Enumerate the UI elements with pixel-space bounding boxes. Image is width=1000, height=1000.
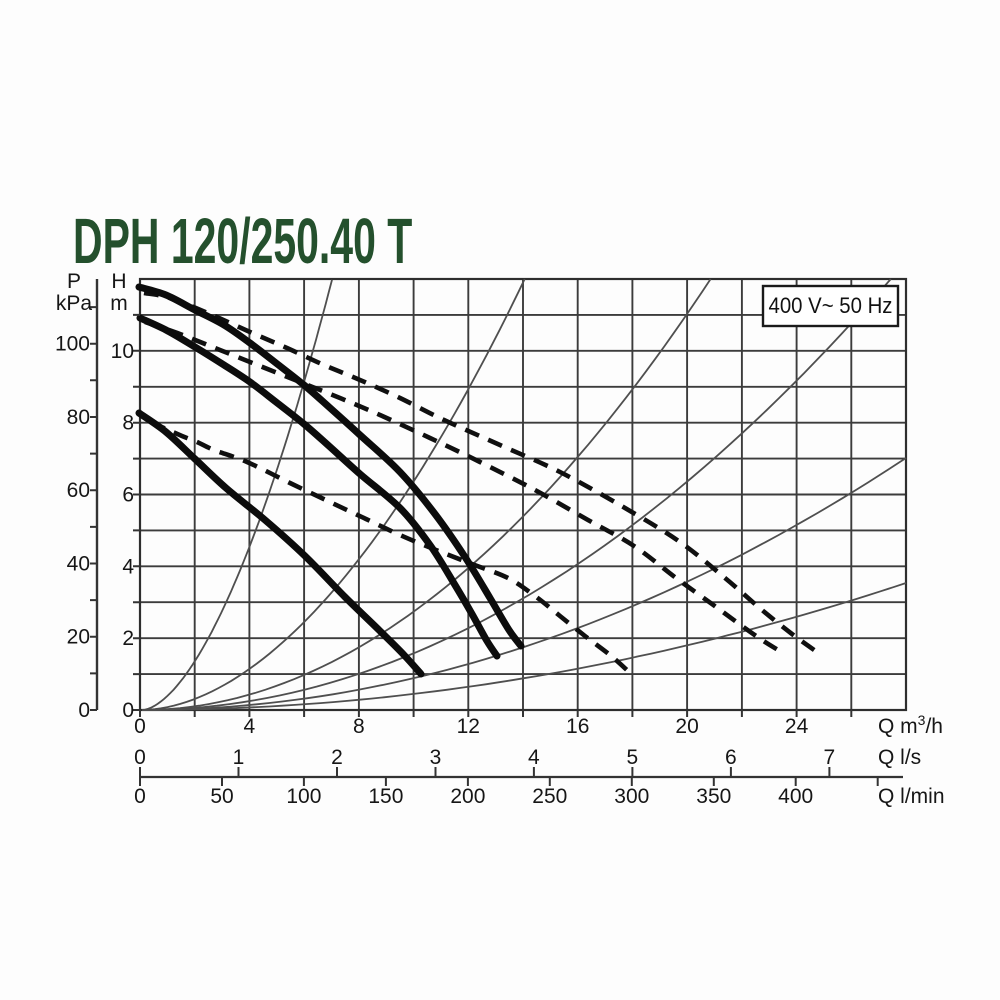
svg-text:H: H <box>111 270 126 293</box>
svg-text:Q l/s: Q l/s <box>878 746 921 769</box>
svg-text:Q l/min: Q l/min <box>878 785 945 808</box>
svg-text:5: 5 <box>627 746 639 769</box>
svg-text:300: 300 <box>614 785 649 808</box>
svg-text:4: 4 <box>528 746 540 769</box>
svg-text:60: 60 <box>67 479 90 502</box>
svg-text:7: 7 <box>824 746 836 769</box>
svg-text:Q m3/h: Q m3/h <box>878 712 943 738</box>
svg-text:1: 1 <box>233 746 245 769</box>
svg-text:100: 100 <box>286 785 321 808</box>
svg-text:m: m <box>110 292 128 315</box>
svg-text:4: 4 <box>244 715 256 738</box>
svg-text:100: 100 <box>55 333 90 356</box>
svg-text:6: 6 <box>725 746 737 769</box>
svg-text:4: 4 <box>122 555 134 578</box>
svg-text:12: 12 <box>457 715 480 738</box>
svg-text:350: 350 <box>696 785 731 808</box>
svg-text:400 V~ 50 Hz: 400 V~ 50 Hz <box>769 293 893 318</box>
svg-text:0: 0 <box>134 785 146 808</box>
svg-text:40: 40 <box>67 553 90 576</box>
svg-text:0: 0 <box>134 746 146 769</box>
svg-text:0: 0 <box>122 699 134 722</box>
svg-text:50: 50 <box>210 785 233 808</box>
svg-text:8: 8 <box>122 412 134 435</box>
svg-text:kPa: kPa <box>56 292 93 315</box>
svg-text:2: 2 <box>331 746 343 769</box>
svg-text:0: 0 <box>134 715 146 738</box>
svg-text:24: 24 <box>785 715 809 738</box>
svg-text:P: P <box>67 270 81 293</box>
svg-text:250: 250 <box>532 785 567 808</box>
svg-text:8: 8 <box>353 715 365 738</box>
svg-text:20: 20 <box>675 715 698 738</box>
svg-text:80: 80 <box>67 406 90 429</box>
svg-text:16: 16 <box>566 715 589 738</box>
svg-text:0: 0 <box>78 699 90 722</box>
svg-text:3: 3 <box>430 746 442 769</box>
svg-text:400: 400 <box>778 785 813 808</box>
svg-text:2: 2 <box>122 627 134 650</box>
svg-text:200: 200 <box>450 785 485 808</box>
svg-text:6: 6 <box>122 484 134 507</box>
svg-text:150: 150 <box>368 785 403 808</box>
svg-text:10: 10 <box>111 340 134 363</box>
svg-text:20: 20 <box>67 626 90 649</box>
